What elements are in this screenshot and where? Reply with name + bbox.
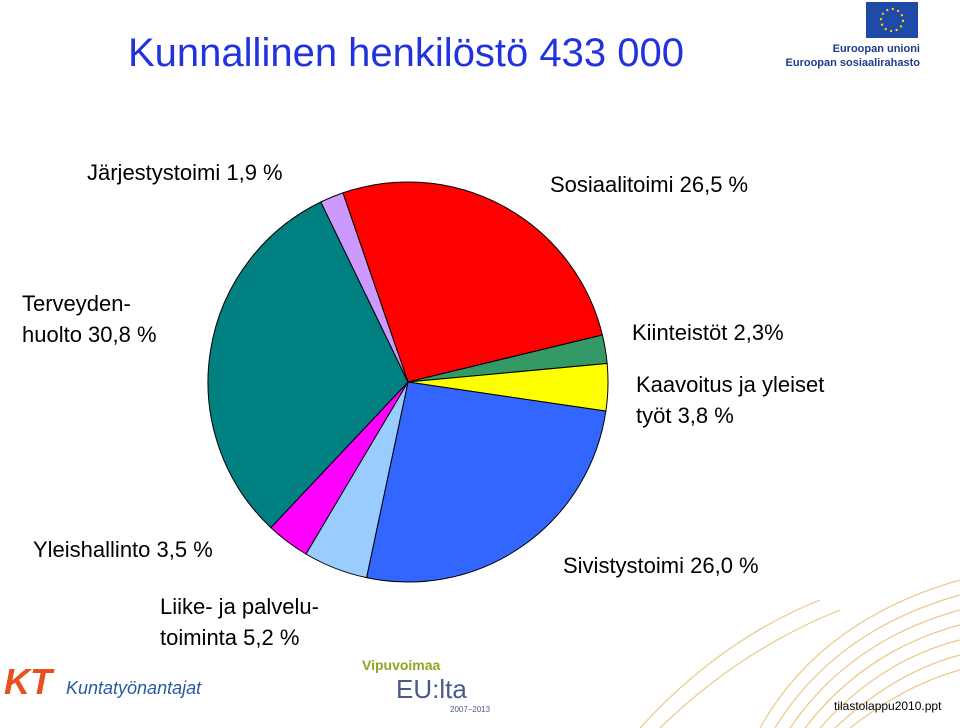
pie-slice — [342, 181, 603, 383]
slice-label: Yleishallinto 3,5 % — [33, 537, 213, 562]
slice-label: huolto 30,8 % — [22, 322, 157, 347]
slice-label: toiminta 5,2 % — [160, 625, 299, 650]
slice-label: Kaavoitus ja yleiset — [636, 372, 824, 397]
slice-label: Sosiaalitoimi 26,5 % — [550, 172, 748, 197]
decor-lines — [639, 579, 960, 728]
kt-mark: KT — [4, 661, 55, 702]
vipu-text: 2007–2013 — [450, 705, 491, 714]
slice-label: Liike- ja palvelu- — [160, 594, 319, 619]
kt-logo: KT Kuntatyönantajat — [4, 661, 202, 702]
slice-label: Terveyden- — [22, 291, 131, 316]
eu-text: Euroopan sosiaalirahasto — [786, 57, 921, 69]
pie-slice — [320, 192, 409, 383]
slice-label: Järjestystoimi 1,9 % — [87, 160, 283, 185]
vipu-text: EU:lta — [396, 674, 467, 704]
slide-title: Kunnallinen henkilöstö 433 000 — [128, 31, 684, 75]
vipu-logo: Vipuvoimaa EU:lta 2007–2013 — [362, 657, 491, 714]
footer: tilastolappu2010.ppt — [834, 699, 942, 713]
eu-logo: Euroopan unioni Euroopan sosiaalirahasto — [786, 2, 921, 69]
eu-text: Euroopan unioni — [833, 43, 920, 55]
pie — [207, 181, 609, 583]
vipu-text: Vipuvoimaa — [362, 657, 441, 673]
pie-slice — [365, 381, 607, 583]
kt-name: Kuntatyönantajat — [66, 678, 202, 698]
slice-label: Kiinteistöt 2,3% — [632, 320, 784, 345]
pie-slice — [207, 201, 409, 529]
slice-label: Sivistystoimi 26,0 % — [563, 553, 759, 578]
slice-label: työt 3,8 % — [636, 403, 734, 428]
